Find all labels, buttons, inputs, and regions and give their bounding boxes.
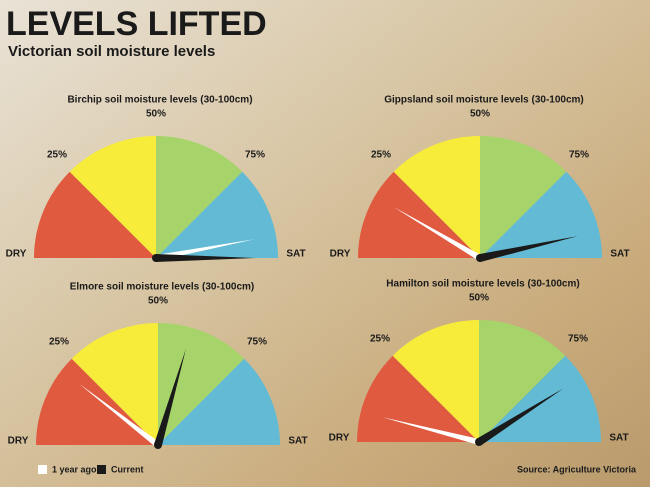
gauge-band [34,171,156,258]
gauge-tick-label: 50% [469,293,489,304]
gauge-tick-label: SAT [286,249,305,260]
gauge-title: Hamilton soil moisture levels (30-100cm) [386,279,579,290]
gauge-band [480,136,567,258]
gauge-tick-label: 75% [247,337,267,348]
gauge-tick-label: 75% [245,150,265,161]
legend-label: Current [111,464,144,474]
gauge-band [156,171,278,258]
needle [78,383,160,448]
legend-swatch [38,465,47,474]
gauge-tick-label: 25% [49,337,69,348]
gauge-tick-label: 50% [148,296,168,307]
gauge-band [69,136,156,258]
gauge-tick-label: SAT [288,436,307,447]
gauge-band [71,323,158,445]
needle-hub [152,254,160,262]
gauge-tick-label: 25% [370,334,390,345]
title: LEVELS LIFTED [6,5,267,43]
gauge-band [158,323,245,445]
gauge-title: Gippsland soil moisture levels (30-100cm… [384,95,584,106]
needle-hub [476,254,484,262]
needle [479,236,578,262]
needle [154,348,186,447]
gauge-band [392,320,479,442]
needle-hub [154,441,162,449]
gauge-band [480,171,602,258]
gauge-tick-label: DRY [330,249,351,260]
legend-label: 1 year ago [52,464,97,474]
gauge-tick-label: 75% [568,334,588,345]
gauge-tick-label: DRY [329,433,350,444]
gauge-tick-label: 50% [146,109,166,120]
gauge-band [156,136,243,258]
needle [476,388,564,446]
gauge-tick-label: SAT [609,433,628,444]
gauge-tick-label: 25% [371,150,391,161]
needle [393,207,482,261]
gauge-title: Birchip soil moisture levels (30-100cm) [67,95,252,106]
gauge-tick-label: SAT [610,249,629,260]
gauge-tick-label: 50% [470,109,490,120]
gauge-tick-label: DRY [6,249,27,260]
gauge-band [479,320,566,442]
needle-hub [475,438,483,446]
gauge-band [357,355,479,442]
needle [382,417,480,445]
gauge-tick-label: DRY [8,436,29,447]
legend-swatch [97,465,106,474]
needle [156,254,257,262]
gauge-band [158,358,280,445]
source: Source: Agriculture Victoria [517,464,637,474]
gauge-tick-label: 75% [569,150,589,161]
gauge-tick-label: 25% [47,150,67,161]
gauge-band [393,136,480,258]
gauge-title: Elmore soil moisture levels (30-100cm) [70,282,255,293]
subtitle: Victorian soil moisture levels [8,43,215,60]
gauge-band [358,171,480,258]
